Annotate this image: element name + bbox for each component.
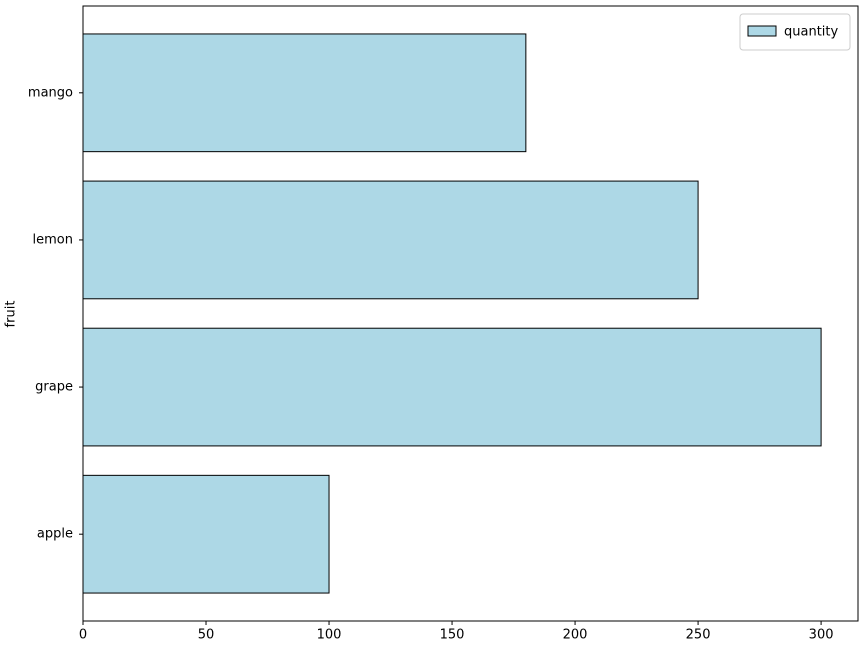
x-tick-label: 250 xyxy=(686,628,711,643)
bar xyxy=(82,327,822,447)
y-tick-label: lemon xyxy=(33,232,73,247)
x-tick-label: 200 xyxy=(563,628,588,643)
y-tick-label: grape xyxy=(35,380,73,395)
y-tick-label: apple xyxy=(37,527,73,542)
legend-swatch xyxy=(747,25,777,37)
plot-frame xyxy=(82,5,859,622)
y-axis-label: fruit xyxy=(4,301,19,328)
x-tick-label: 0 xyxy=(79,628,87,643)
bar xyxy=(82,33,527,153)
legend-label: quantity xyxy=(784,25,839,40)
x-tick-label: 150 xyxy=(440,628,465,643)
legend-box xyxy=(739,13,851,51)
x-tick-label: 50 xyxy=(198,628,215,643)
bar xyxy=(82,180,699,300)
x-tick-label: 300 xyxy=(809,628,834,643)
bar xyxy=(82,474,330,594)
x-tick-label: 100 xyxy=(317,628,342,643)
y-tick-label: mango xyxy=(28,85,73,100)
